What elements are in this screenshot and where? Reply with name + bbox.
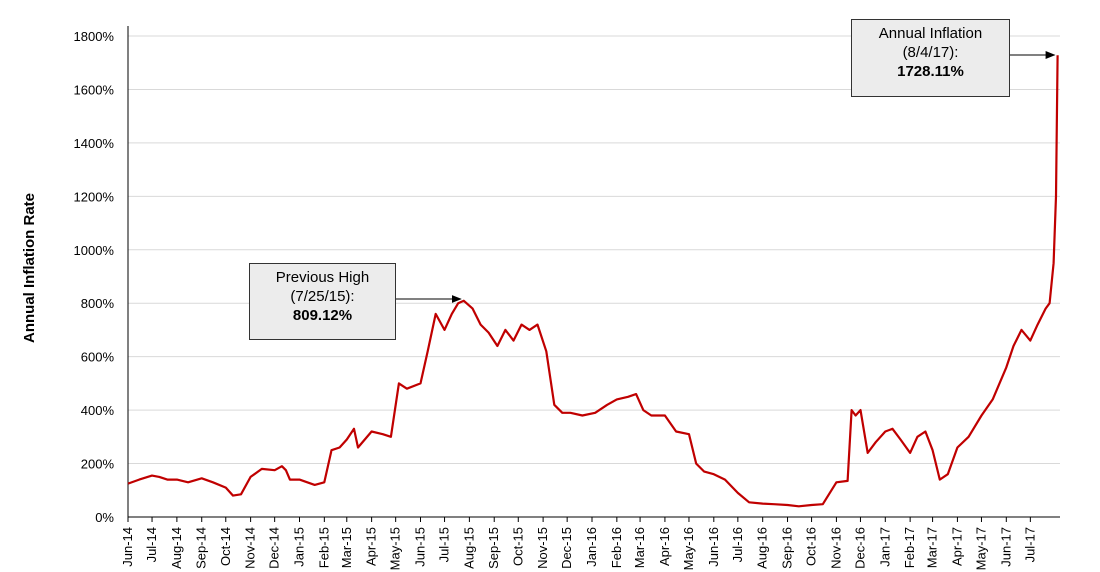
x-tick-label: Jun-16 bbox=[706, 527, 721, 567]
x-tick-label: May-15 bbox=[388, 527, 403, 570]
x-tick-label: May-16 bbox=[681, 527, 696, 570]
inflation-series-line bbox=[127, 55, 1059, 508]
gridlines bbox=[128, 35, 1060, 465]
x-tick-label: Aug-15 bbox=[461, 527, 476, 569]
callout-line2: (7/25/15): bbox=[290, 288, 355, 305]
x-tick-label: Oct-16 bbox=[804, 527, 819, 566]
callout-value: 809.12% bbox=[292, 307, 353, 324]
y-tick-label: 200% bbox=[81, 457, 115, 472]
callout-line1: Previous High bbox=[275, 269, 370, 286]
x-tick-label: Apr-17 bbox=[949, 527, 964, 566]
axes bbox=[127, 26, 1060, 522]
y-tick-label: 1400% bbox=[74, 136, 115, 151]
callout-line2: (8/4/17): bbox=[902, 44, 959, 61]
x-tick-label: Sep-15 bbox=[486, 527, 501, 569]
x-tick-label: Mar-15 bbox=[339, 527, 354, 568]
x-tick-label: Jun-17 bbox=[998, 527, 1013, 567]
x-tick-label: Aug-14 bbox=[169, 527, 184, 569]
x-tick-label: Jan-16 bbox=[584, 527, 599, 567]
x-tick-label: Feb-16 bbox=[609, 527, 624, 568]
x-tick-label: Apr-16 bbox=[657, 527, 672, 566]
y-tick-label: 1200% bbox=[74, 189, 115, 204]
x-tick-label: Nov-14 bbox=[243, 527, 258, 569]
x-tick-label: Mar-16 bbox=[632, 527, 647, 568]
x-tick-label: Jan-15 bbox=[291, 527, 306, 567]
x-tick-label: Jul-15 bbox=[437, 527, 452, 562]
x-tick-label: Feb-17 bbox=[902, 527, 917, 568]
x-tick-label: Jul-16 bbox=[730, 527, 745, 562]
y-tick-label: 400% bbox=[81, 403, 115, 418]
x-tick-label: Oct-15 bbox=[510, 527, 525, 566]
y-tick-label: 600% bbox=[81, 350, 115, 365]
x-tick-label: Mar-17 bbox=[925, 527, 940, 568]
y-tick-label: 1600% bbox=[74, 82, 115, 97]
y-tick-label: 1000% bbox=[74, 243, 115, 258]
previous-high-callout: Previous High (7/25/15): 809.12% bbox=[249, 263, 396, 340]
x-tick-labels: Jun-14 Jul-14 Aug-14 Sep-14 Oct-14 Nov-14 Dec-… bbox=[120, 527, 1037, 570]
y-tick-label: 800% bbox=[81, 296, 115, 311]
x-tick-label: Jan-17 bbox=[877, 527, 892, 567]
x-tick-label: Jun-15 bbox=[413, 527, 428, 567]
x-tick-label: Nov-15 bbox=[535, 527, 550, 569]
x-tick-label: Oct-14 bbox=[218, 527, 233, 566]
x-tick-label: Feb-15 bbox=[316, 527, 331, 568]
x-tick-label: Dec-15 bbox=[559, 527, 574, 569]
x-tick-label: Dec-16 bbox=[852, 527, 867, 569]
x-tick-label: Jul-14 bbox=[144, 527, 159, 562]
x-tick-label: Nov-16 bbox=[828, 527, 843, 569]
x-tick-label: Jul-17 bbox=[1022, 527, 1037, 562]
x-tick-label: Jun-14 bbox=[120, 527, 135, 567]
annotation-arrows bbox=[396, 51, 1056, 303]
y-tick-label: 1800% bbox=[74, 29, 115, 44]
x-tick-label: Sep-14 bbox=[194, 527, 209, 569]
callout-value: 1728.11% bbox=[897, 63, 964, 80]
y-axis-title: Annual Inflation Rate bbox=[21, 193, 38, 343]
x-tick-label: Sep-16 bbox=[780, 527, 795, 569]
annual-inflation-callout: Annual Inflation (8/4/17): 1728.11% bbox=[851, 19, 1010, 97]
y-tick-label: 0% bbox=[95, 510, 114, 525]
callout-line1: Annual Inflation bbox=[878, 25, 983, 42]
series-layer bbox=[127, 55, 1059, 508]
y-tick-labels: 0% 200% 400% 600% 800% 1000% 1200% 1400% 1600% 18… bbox=[74, 29, 115, 525]
x-tick-label: Aug-16 bbox=[755, 527, 770, 569]
x-tick-label: Dec-14 bbox=[267, 527, 282, 569]
x-tick-label: Apr-15 bbox=[364, 527, 379, 566]
x-tick-label: May-17 bbox=[973, 527, 988, 570]
